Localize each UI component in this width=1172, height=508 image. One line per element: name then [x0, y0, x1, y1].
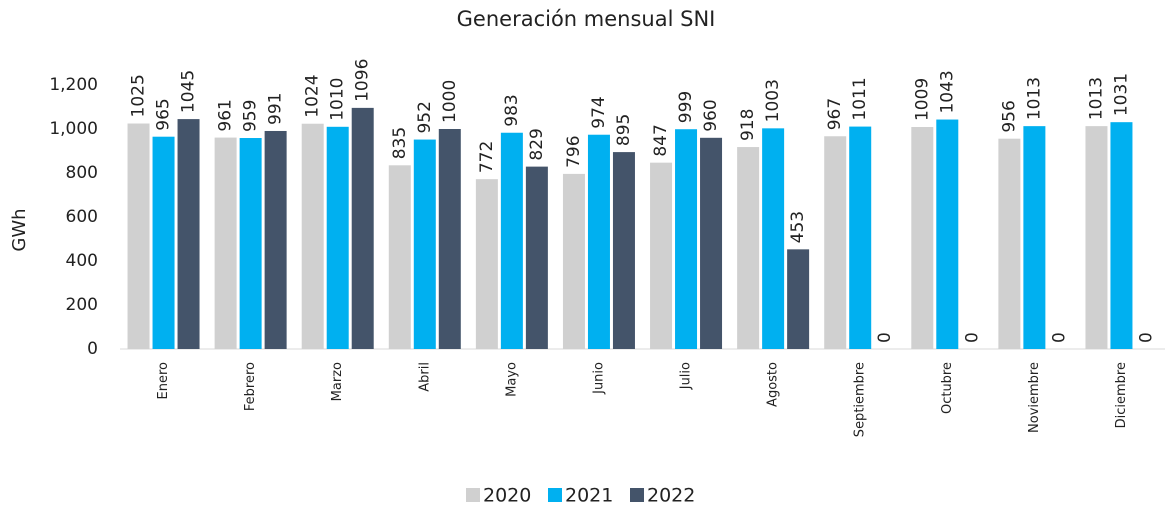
value-label: 0	[1136, 332, 1156, 343]
y-tick-label: 800	[66, 163, 98, 183]
bar	[127, 123, 150, 349]
bar	[936, 119, 959, 349]
y-tick-label: 1,200	[49, 75, 98, 95]
value-label: 1045	[179, 70, 199, 113]
value-label: 1025	[129, 74, 149, 117]
bar	[1023, 126, 1046, 349]
value-label: 829	[527, 128, 547, 160]
bar	[911, 127, 934, 350]
bar	[152, 136, 175, 349]
bar	[762, 128, 785, 349]
bar	[388, 165, 411, 349]
bar	[438, 129, 461, 349]
value-label: 974	[589, 96, 609, 128]
y-tick-label: 600	[66, 207, 98, 227]
x-tick-label: Agosto	[766, 362, 781, 407]
legend-label: 2021	[565, 485, 613, 507]
bar	[264, 130, 287, 349]
bar	[500, 132, 523, 349]
value-label: 956	[999, 100, 1019, 132]
value-label: 1009	[912, 78, 932, 121]
bar	[475, 179, 498, 349]
value-label: 918	[738, 109, 758, 141]
value-label: 0	[875, 332, 895, 343]
legend-swatch	[548, 488, 562, 502]
bar	[675, 129, 698, 349]
x-tick-label: Octubre	[940, 362, 955, 414]
value-label: 999	[676, 91, 696, 123]
bar	[787, 249, 810, 349]
chart-title: Generación mensual SNI	[457, 7, 716, 31]
value-label: 965	[154, 98, 174, 130]
bar	[737, 147, 760, 349]
value-label: 1000	[440, 80, 460, 123]
bar	[1085, 126, 1108, 349]
value-label: 895	[614, 114, 634, 146]
value-label: 1003	[763, 79, 783, 122]
value-label: 983	[502, 94, 522, 126]
value-label: 796	[564, 135, 584, 167]
value-label: 1024	[303, 74, 323, 117]
value-label: 847	[651, 124, 671, 156]
value-label: 1013	[1086, 77, 1106, 120]
bar	[824, 136, 847, 349]
value-label: 0	[1049, 332, 1069, 343]
y-tick-label: 0	[87, 339, 98, 359]
bar	[612, 152, 635, 349]
bar	[239, 138, 262, 349]
bar	[1110, 122, 1133, 350]
value-label: 772	[477, 141, 497, 173]
y-tick-label: 400	[66, 251, 98, 271]
x-tick-label: Marzo	[330, 362, 345, 401]
y-axis-label: GWh	[9, 208, 30, 251]
x-tick-label: Septiembre	[853, 362, 868, 437]
value-label: 1011	[850, 77, 870, 120]
bar	[351, 107, 374, 349]
bar	[562, 173, 585, 349]
bar	[525, 166, 548, 349]
x-tick-label: Diciembre	[1114, 362, 1129, 428]
value-label: 1013	[1024, 77, 1044, 120]
bar	[700, 137, 723, 349]
y-tick-label: 1,000	[49, 119, 98, 139]
value-label: 1031	[1111, 73, 1131, 116]
bar	[413, 139, 436, 349]
x-tick-label: Junio	[591, 362, 606, 395]
x-tick-label: Noviembre	[1027, 362, 1042, 433]
value-label: 1010	[328, 78, 348, 121]
value-label: 952	[415, 101, 435, 133]
value-label: 959	[241, 100, 261, 132]
x-tick-label: Mayo	[504, 362, 519, 397]
bar	[998, 138, 1021, 349]
bar	[849, 126, 872, 349]
value-label: 453	[788, 211, 808, 243]
bar	[301, 123, 324, 349]
legend-label: 2022	[647, 485, 695, 507]
value-label: 960	[701, 99, 721, 131]
x-tick-label: Febrero	[243, 362, 258, 411]
bar	[326, 126, 349, 349]
bar	[650, 162, 673, 349]
legend-label: 2020	[483, 485, 531, 507]
value-label: 835	[390, 127, 410, 159]
value-label: 1043	[937, 70, 957, 113]
legend-swatch	[630, 488, 644, 502]
x-tick-label: Enero	[156, 362, 171, 400]
value-label: 0	[962, 332, 982, 343]
bar	[214, 137, 237, 349]
value-label: 961	[216, 99, 236, 131]
y-tick-label: 200	[66, 295, 98, 315]
value-label: 967	[825, 98, 845, 130]
x-tick-label: Julio	[679, 362, 694, 390]
x-tick-label: Abril	[417, 362, 432, 392]
bar	[177, 119, 200, 349]
value-label: 991	[266, 93, 286, 125]
value-label: 1096	[353, 59, 373, 102]
legend-swatch	[466, 488, 480, 502]
bar	[587, 134, 610, 349]
